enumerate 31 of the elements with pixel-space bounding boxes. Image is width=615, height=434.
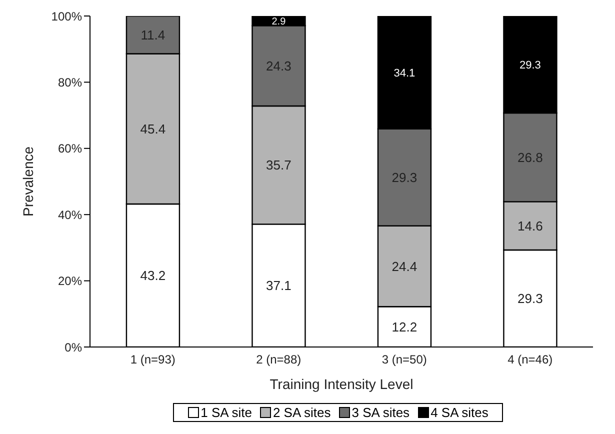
data-label: 26.8: [518, 150, 543, 165]
data-label: 12.2: [392, 319, 418, 334]
data-label: 24.4: [392, 258, 418, 274]
y-tick-label: 20%: [58, 274, 82, 288]
x-axis-title: Training Intensity Level: [270, 376, 414, 392]
data-label: 35.7: [266, 158, 292, 173]
y-tick-label: 0%: [64, 340, 82, 354]
x-tick-label: 2 (n=88): [256, 352, 302, 367]
data-label: 11.4: [140, 27, 166, 42]
x-tick-label: 1 (n=93): [130, 352, 176, 367]
data-label: 29.3: [392, 170, 418, 185]
data-label: 37.1: [266, 278, 292, 294]
data-label: 24.3: [266, 58, 292, 74]
y-tick-label: 80%: [58, 75, 82, 90]
y-axis-title: Prevalence: [20, 146, 36, 217]
data-label: 29.3: [518, 291, 543, 306]
legend-label: 1 SA site: [200, 405, 252, 420]
y-tick-label: 40%: [58, 208, 82, 222]
legend-label: 2 SA sites: [272, 405, 331, 420]
data-label: 45.4: [140, 121, 166, 136]
y-tick-label: 100%: [51, 9, 82, 24]
x-tick-label: 3 (n=50): [382, 352, 427, 367]
data-label: 43.2: [140, 268, 166, 284]
y-tick-label: 60%: [58, 142, 82, 156]
data-label: 29.3: [520, 59, 541, 72]
data-label: 34.1: [394, 67, 416, 80]
legend-label: 4 SA sites: [430, 405, 488, 420]
data-label: 14.6: [518, 218, 543, 234]
data-label: 2.9: [272, 16, 286, 28]
x-tick-label: 4 (n=46): [508, 352, 553, 367]
legend-label: 3 SA sites: [352, 405, 410, 420]
